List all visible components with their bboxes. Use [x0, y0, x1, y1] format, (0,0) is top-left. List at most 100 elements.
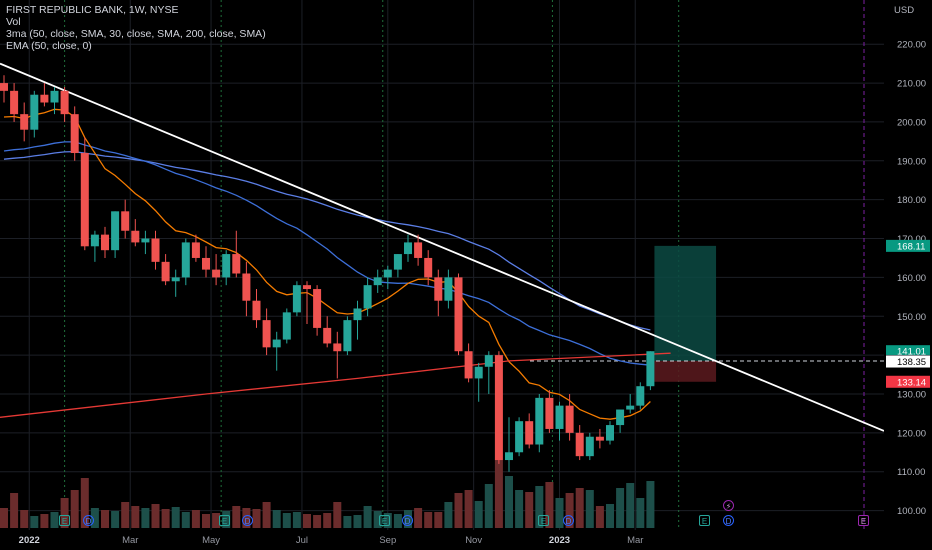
time-tick-label: Mar: [122, 535, 138, 546]
price-tick-label: 130.00: [897, 389, 926, 400]
volume-bar: [424, 512, 433, 528]
candle-body: [575, 432, 584, 457]
candle-body: [111, 211, 120, 251]
candle-body: [565, 405, 574, 433]
sma-200-line: [0, 352, 671, 418]
candle-body: [383, 269, 392, 278]
price-tick-label: 200.00: [897, 117, 926, 128]
price-tag-bg: [886, 355, 930, 368]
dividend-icon[interactable]: D: [402, 515, 413, 526]
volume-bar: [272, 510, 281, 528]
chart-grid: [0, 0, 884, 530]
ema-50-line: [3, 108, 651, 420]
earnings-icon[interactable]: E: [538, 515, 549, 526]
price-tick-label: 190.00: [897, 156, 926, 167]
ema-indicator-label[interactable]: EMA (50, close, 0): [6, 40, 92, 52]
earnings-icon[interactable]: E: [59, 515, 70, 526]
time-axis-bg: [0, 531, 884, 550]
price-axis: USD220.00210.00200.00190.00180.00170.001…: [884, 0, 932, 550]
candle-body: [494, 355, 503, 461]
candle-body: [282, 312, 291, 340]
candle-body: [80, 153, 89, 247]
volume-bar: [616, 488, 625, 528]
candle-body: [50, 90, 59, 103]
volume-bar: [151, 504, 160, 528]
volume-bar: [30, 516, 39, 528]
volume-bar: [222, 511, 231, 528]
earnings-icon[interactable]: E: [379, 515, 390, 526]
candle-body: [252, 300, 261, 321]
earnings-icon[interactable]: E: [699, 515, 710, 526]
price-tick-label: 180.00: [897, 195, 926, 206]
volume-bar: [515, 490, 524, 528]
volume-bar: [444, 502, 453, 528]
candle-body: [414, 242, 423, 258]
dividend-icon[interactable]: D: [83, 515, 94, 526]
profit-zone: [654, 245, 717, 361]
volume-bar: [474, 501, 483, 528]
volume-bar: [343, 516, 352, 528]
price-tick-label: 150.00: [897, 312, 926, 323]
volume-bar: [383, 513, 392, 528]
time-tick-label: May: [202, 535, 220, 546]
volume-bar: [535, 486, 544, 528]
future-earnings-icon[interactable]: E: [858, 515, 869, 526]
time-axis: 2022 Mar May Jul Sep Nov 2023 Mar: [0, 531, 884, 550]
price-tag-label: 141.01: [897, 347, 926, 358]
dividend-icon[interactable]: D: [563, 515, 574, 526]
volume-indicator-label[interactable]: Vol: [6, 16, 21, 28]
volume-bar: [333, 502, 342, 528]
volume-bar: [484, 484, 493, 528]
candle-body: [20, 114, 29, 130]
ma-indicator-label[interactable]: 3ma (50, close, SMA, 30, close, SMA, 200…: [6, 28, 266, 40]
price-tag-label: 133.14: [897, 377, 926, 388]
candle-body: [393, 254, 402, 270]
earnings-icon[interactable]: E: [219, 515, 230, 526]
volume-bars: [0, 460, 655, 528]
volume-bar: [313, 515, 322, 528]
volume-bar: [585, 490, 594, 528]
candle-body: [202, 257, 210, 270]
candle-body: [464, 351, 473, 379]
symbol-title[interactable]: FIRST REPUBLIC BANK, 1W, NYSE: [6, 4, 179, 16]
candle-body: [424, 257, 433, 278]
volume-bar: [40, 514, 49, 528]
dividend-icon[interactable]: D: [242, 515, 253, 526]
candle-body: [646, 351, 655, 387]
candle-body: [30, 94, 39, 130]
price-tick-label: 110.00: [897, 467, 925, 478]
candle-body: [606, 425, 614, 441]
volume-bar: [414, 508, 423, 528]
currency-label: USD: [894, 5, 914, 16]
candle-body: [181, 242, 190, 278]
dividend-icon[interactable]: D: [723, 515, 734, 526]
volume-bar: [454, 493, 463, 528]
volume-bar: [525, 492, 534, 528]
candle-body: [212, 269, 221, 278]
volume-bar: [181, 512, 190, 528]
time-tick-label: 2023: [549, 535, 570, 546]
volume-bar: [70, 490, 79, 528]
split-lightning-icon[interactable]: ⚡: [723, 500, 734, 511]
moving-average-lines: [0, 62, 885, 432]
volume-bar: [636, 498, 645, 528]
volume-bar: [373, 511, 382, 528]
price-tick-label: 210.00: [897, 79, 926, 90]
volume-bar: [464, 490, 473, 528]
price-axis-bg: [884, 0, 932, 550]
candle-body: [101, 234, 109, 251]
volume-bar: [121, 502, 130, 528]
candle-body: [454, 277, 463, 352]
candle-body: [373, 277, 382, 286]
candle-body: [313, 289, 322, 328]
stop-zone: [654, 360, 717, 382]
candle-body: [363, 285, 372, 309]
time-tick-label: Nov: [465, 535, 482, 546]
candle-body: [272, 339, 281, 348]
volume-bar: [50, 512, 59, 528]
candle-body: [525, 421, 534, 445]
candle-body: [626, 405, 635, 410]
volume-bar: [20, 510, 29, 528]
price-tag-bg: [886, 345, 930, 358]
